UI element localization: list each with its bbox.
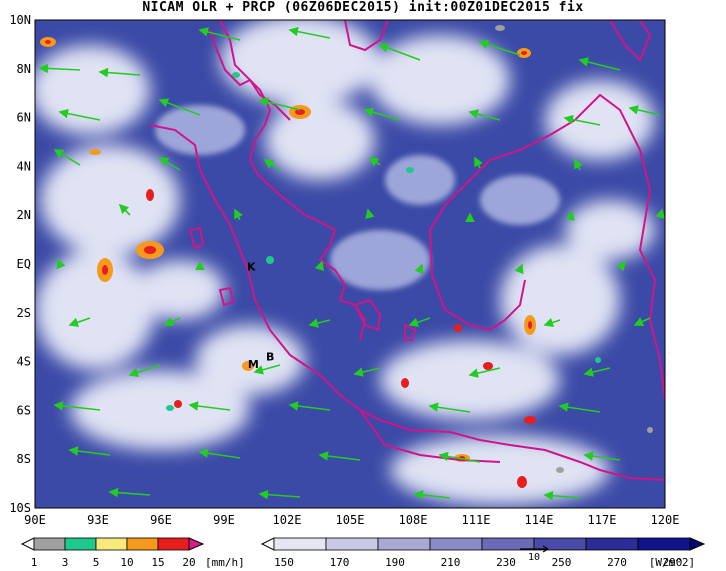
plot-frame (34, 19, 666, 509)
prcp-colorbar-label: 5 (93, 556, 100, 569)
olr-colorbar-label: 190 (385, 556, 405, 569)
olr-colorbar-swatch (325, 537, 379, 551)
lat-tick-label: 6N (17, 111, 31, 125)
wind-vectors (38, 26, 665, 501)
lat-tick-label: 4S (17, 355, 31, 369)
olr-colorbar-label: 150 (274, 556, 294, 569)
olr-colorbar-label: 170 (330, 556, 350, 569)
olr-colorbar-swatch (273, 537, 327, 551)
lon-tick-label: 93E (87, 513, 109, 527)
prcp-colorbar-label: 3 (62, 556, 69, 569)
prcp-unit-label: [mm/h] (205, 556, 245, 569)
prcp-colorbar-max-arrow (188, 537, 205, 551)
lon-tick-label: 102E (273, 513, 302, 527)
olr-colorbar-label: 290 (663, 556, 683, 569)
olr-colorbar-max-arrow (689, 537, 706, 551)
station-marker-m: M (248, 358, 259, 371)
lon-tick-label: 114E (525, 513, 554, 527)
lat-tick-label: 8N (17, 62, 31, 76)
olr-colorbar-swatch (481, 537, 535, 551)
olr-colorbar-label: 270 (607, 556, 627, 569)
lat-tick-label: 8S (17, 452, 31, 466)
olr-colorbar-swatch (377, 537, 431, 551)
lat-tick-label: 6S (17, 403, 31, 417)
olr-colorbar-swatch (533, 537, 587, 551)
coastlines (149, 20, 665, 481)
prcp-colorbar-swatch (157, 537, 190, 551)
prcp-colorbar-swatch (33, 537, 66, 551)
lat-tick-label: 2N (17, 208, 31, 222)
olr-colorbar-swatch (637, 537, 691, 551)
prcp-colorbar-swatch (126, 537, 159, 551)
olr-colorbar-label: 230 (496, 556, 516, 569)
lon-tick-label: 105E (336, 513, 365, 527)
lon-tick-label: 120E (651, 513, 680, 527)
lat-tick-label: 10N (9, 13, 31, 27)
lat-tick-label: 2S (17, 306, 31, 320)
olr-unit-label: [W/m^2] (649, 556, 695, 569)
cloud-field (35, 20, 655, 505)
vector-reference-arrowhead (542, 545, 549, 553)
prcp-colorbar: 1 3 5 10 15 20 [mm/h] (20, 537, 245, 569)
prcp-colorbar-label: 10 (120, 556, 133, 569)
lon-tick-label: 111E (462, 513, 491, 527)
prcp-colorbar-swatch (64, 537, 97, 551)
station-marker-b: B (266, 351, 274, 364)
prcp-colorbar-swatch (95, 537, 128, 551)
lon-tick-label: 90E (24, 513, 46, 527)
prcp-colorbar-label: 1 (31, 556, 38, 569)
olr-colorbar-min-arrow (260, 537, 275, 551)
olr-colorbar-swatch (429, 537, 483, 551)
precip-cells (40, 25, 653, 488)
lon-tick-label: 108E (399, 513, 428, 527)
lat-tick-label: 10S (9, 501, 31, 515)
lon-tick-label: 96E (150, 513, 172, 527)
vector-reference-label: 10 (528, 552, 540, 563)
map-plot-area: K MB (35, 20, 665, 508)
olr-colorbar-label: 210 (441, 556, 461, 569)
map-title: NICAM OLR + PRCP (06Z06DEC2015) init:00Z… (142, 0, 584, 15)
station-markers: K MB (247, 260, 274, 371)
lon-tick-label: 99E (213, 513, 235, 527)
olr-colorbar-label: 250 (552, 556, 572, 569)
station-marker-k: K (247, 260, 256, 273)
olr-colorbar: 150 170 190 210 230 250 270 290 10 [W/m^2] (260, 537, 706, 569)
lon-tick-label: 117E (588, 513, 617, 527)
prcp-colorbar-label: 15 (151, 556, 164, 569)
cloud-edges (155, 105, 560, 290)
lat-tick-label: 4N (17, 159, 31, 173)
lat-tick-label: EQ (17, 257, 31, 271)
olr-colorbar-swatch (585, 537, 639, 551)
prcp-colorbar-label: 20 (182, 556, 195, 569)
prcp-colorbar-min-arrow (20, 537, 35, 551)
